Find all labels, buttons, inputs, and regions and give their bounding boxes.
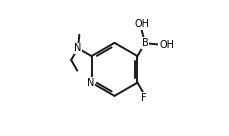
Text: OH: OH [134,19,149,29]
Text: B: B [142,38,148,48]
Text: OH: OH [159,39,174,50]
Text: N: N [74,43,82,53]
Text: F: F [141,93,146,103]
Text: N: N [87,78,95,88]
